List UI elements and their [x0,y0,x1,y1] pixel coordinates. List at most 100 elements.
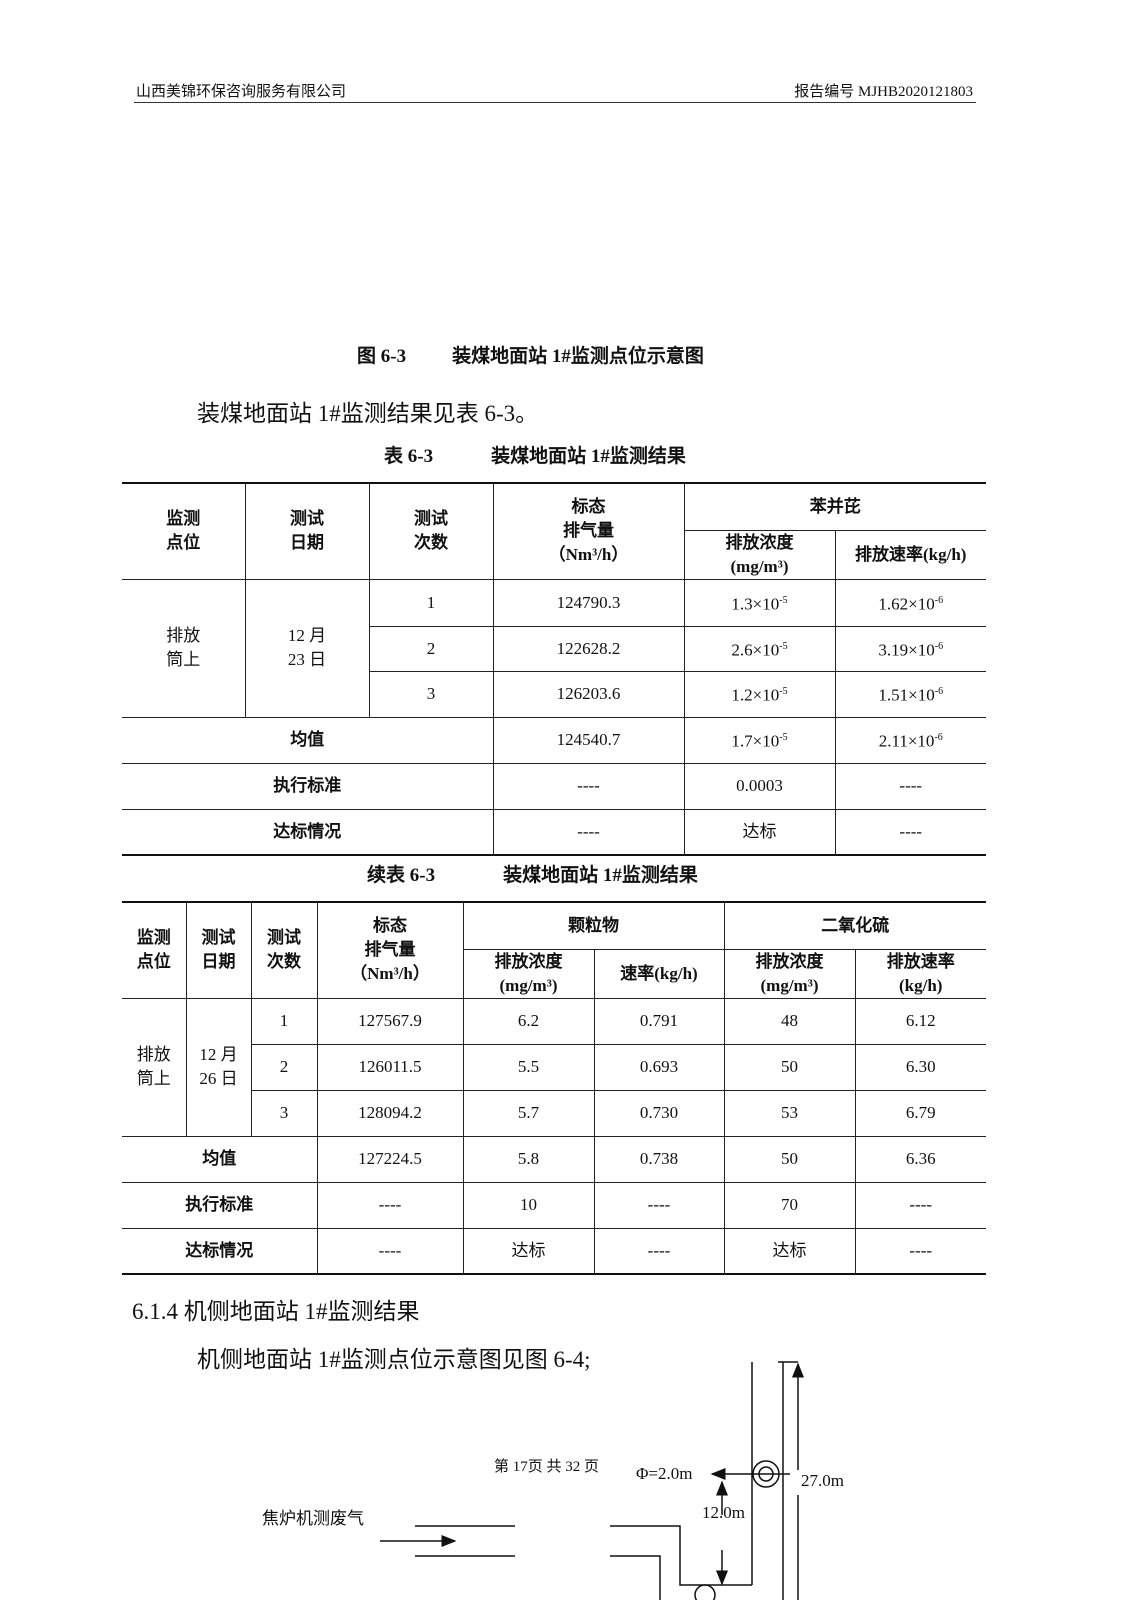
cell: 2.6×10-5 [683,625,836,672]
cell: 122628.2 [492,625,685,672]
header-date: 测试 日期 [244,482,370,580]
cell: ---- [492,808,685,856]
cell: 0.0003 [683,762,836,810]
cell: ---- [854,1181,986,1229]
table-row: 3 126203.6 1.2×10-5 1.51×10-6 [122,670,986,718]
header-so2: 二氧化硫 [723,901,986,950]
table-row: 3 128094.2 5.7 0.730 53 6.79 [122,1089,986,1137]
cell-point: 排放 筒上 [122,578,246,718]
cell: 0.693 [593,1043,725,1091]
cell: 127567.9 [316,997,464,1045]
sampling-point-diagram [380,1361,804,1600]
cell: 6.12 [854,997,986,1045]
header-conc: 排放浓度 (mg/m³) [684,529,836,580]
cell: 3 [251,1089,318,1137]
header-p2-rate: 排放速率 (kg/h) [854,948,986,999]
cell: 1.3×10-5 [683,578,836,627]
cell: 1.7×10-5 [683,716,836,764]
header-flow: 标态 排气量 （Nm³/h） [492,482,685,580]
header-company: 山西美锦环保咨询服务有限公司 [136,84,347,100]
table-caption: 表 6-3 装煤地面站 1#监测结果 [384,441,686,468]
cell-date: 12 月 23 日 [244,578,370,718]
cell: 2 [251,1043,318,1091]
duct-top-right [610,1525,752,1586]
page-footer: 第 17页 共 32 页 [494,1459,600,1475]
header-count: 测试 次数 [368,482,494,580]
cell: 1 [368,578,494,627]
header-report-number: 报告编号 MJHB2020121803 [794,84,973,100]
cell: ---- [593,1227,725,1275]
duct-bottom-right [610,1555,661,1600]
cell: 48 [723,997,856,1045]
cell: 53 [723,1089,856,1137]
cell: 执行标准 [122,1181,318,1229]
cell: 10 [462,1181,595,1229]
cell: 126011.5 [316,1043,464,1091]
header-particulate: 颗粒物 [462,901,725,950]
cell: 6.79 [854,1089,986,1137]
fan-icon [694,1584,716,1600]
mean-row: 均值 127224.5 5.8 0.738 50 6.36 [122,1135,986,1183]
compliance-row: 达标情况 ---- 达标 ---- 达标 ---- [122,1227,986,1275]
header-count: 测试 次数 [250,901,318,999]
header-p2-conc: 排放浓度 (mg/m³) [723,948,856,999]
cell: 2 [369,625,494,672]
cell: 3.19×10-6 [834,625,986,672]
cell: ---- [854,1227,986,1275]
cell: 达标 [462,1227,595,1275]
cell: 0.730 [593,1089,725,1137]
mean-row: 均值 124540.7 1.7×10-5 2.11×10-6 [122,716,986,764]
results-table-2: 监测 点位 测试 日期 测试 次数 标态 排气量 （Nm³/h） 颗粒物 二氧化硫 排放浓… [122,901,986,1275]
diameter-label: Φ=2.0m [636,1464,693,1483]
cell: 6.30 [854,1043,986,1091]
cell: ---- [492,762,685,810]
header-flow: 标态 排气量 （Nm³/h） [316,901,464,999]
header-date: 测试 日期 [185,901,252,999]
header-p1-conc: 排放浓度 (mg/m³) [463,948,595,999]
cell: ---- [834,808,986,856]
stack-height-label: 27.0m [801,1471,844,1490]
cell: ---- [316,1227,464,1275]
results-table-1: 监测 点位 测试 日期 测试 次数 标态 排气量 （Nm³/h） 苯并芘 排放浓度 (mg/… [122,482,986,856]
paragraph: 装煤地面站 1#监测结果见表 6-3。 [197,401,539,426]
cell: 6.2 [462,997,595,1045]
table-row: 排放 筒上 12 月 26 日 1 127567.9 6.2 0.791 48 6.12 [122,997,986,1137]
figure-number: 图 6-3 [357,346,407,367]
cell: 3 [369,670,494,718]
paragraph: 机侧地面站 1#监测点位示意图见图 6-4; [197,1347,591,1372]
figure-title: 装煤地面站 1#监测点位示意图 [452,346,704,367]
header-p1-rate: 速率(kg/h) [593,948,725,999]
compliance-row: 达标情况 ---- 达标 ---- [122,808,986,856]
cell: ---- [834,762,986,810]
header-point: 监测 点位 [122,901,187,999]
cell: 均值 [122,1135,318,1183]
cell: 5.7 [462,1089,595,1137]
cell: 达标 [723,1227,856,1275]
cell: 124790.3 [492,578,685,627]
cell: 1 [250,997,318,1045]
cell: 5.5 [462,1043,595,1091]
cell: 124540.7 [492,716,685,764]
header-point: 监测 点位 [122,482,246,580]
cell: 50 [723,1135,856,1183]
cell: 2.11×10-6 [834,716,986,764]
cell: 达标 [683,808,836,856]
table-number: 表 6-3 [384,446,434,467]
inlet-label: 焦炉机测废气 [262,1509,364,1528]
sample-height-label: 12.0m [702,1503,745,1522]
cell: 达标情况 [122,1227,318,1275]
header-rule [134,102,976,103]
cell: 128094.2 [316,1089,464,1137]
cell: 126203.6 [492,670,685,718]
cell: 1.51×10-6 [834,670,986,718]
cell-point: 排放 筒上 [122,997,187,1137]
standard-row: 执行标准 ---- 10 ---- 70 ---- [122,1181,986,1229]
cell: 1.62×10-6 [834,578,986,627]
cell: 70 [723,1181,856,1229]
cell: 均值 [122,716,494,764]
table-title: 装煤地面站 1#监测结果 [491,446,686,467]
table-title: 装煤地面站 1#监测结果 [503,865,698,886]
header-pollutant: 苯并芘 [683,482,986,531]
figure-caption: 图 6-3 装煤地面站 1#监测点位示意图 [357,341,704,368]
